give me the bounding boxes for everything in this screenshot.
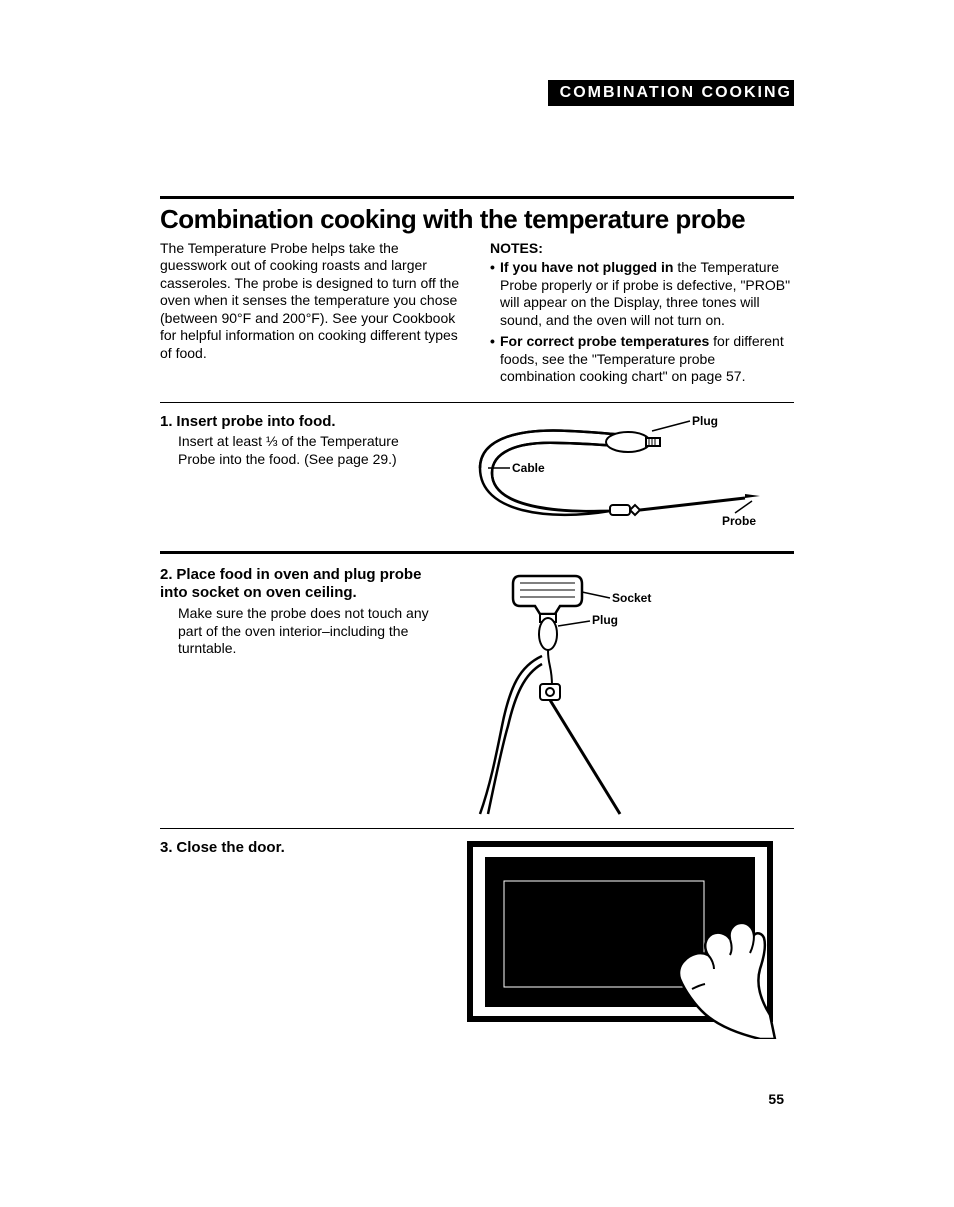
- probe-handle-icon: [540, 684, 620, 814]
- label-cable: Cable: [512, 461, 545, 475]
- step-head: Place food in oven and plug probe into s…: [160, 566, 421, 602]
- divider-heavy: [160, 551, 794, 554]
- intro-paragraph: The Temperature Probe helps take the gue…: [160, 240, 464, 390]
- intro-columns: The Temperature Probe helps take the gue…: [160, 240, 794, 390]
- label-plug: Plug: [692, 414, 718, 428]
- step-1-figure: Plug Cable Probe: [460, 413, 794, 533]
- notes-list: If you have not plugged in the Temperatu…: [490, 259, 794, 386]
- close-door-diagram: [460, 839, 780, 1039]
- step-head: Close the door.: [176, 839, 284, 856]
- step-2-text: 2. Place food in oven and plug probe int…: [160, 566, 434, 658]
- notes-heading: NOTES:: [490, 240, 794, 258]
- plug-icon: [539, 614, 557, 686]
- label-probe: Probe: [722, 514, 756, 528]
- divider: [160, 828, 794, 829]
- label-plug: Plug: [592, 613, 618, 627]
- probe-cable-diagram: Plug Cable Probe: [460, 413, 780, 533]
- step-num: 1.: [160, 413, 173, 430]
- intro-notes: NOTES: If you have not plugged in the Te…: [490, 240, 794, 390]
- step-2-row: 2. Place food in oven and plug probe int…: [160, 566, 794, 816]
- divider: [160, 402, 794, 403]
- step-num: 2.: [160, 566, 173, 583]
- socket-icon: [513, 576, 582, 614]
- socket-plug-diagram: Socket Plug: [460, 566, 780, 816]
- page-title: Combination cooking with the temperature…: [160, 205, 794, 234]
- step-1-text: 1. Insert probe into food. Insert at lea…: [160, 413, 434, 469]
- step-3-row: 3. Close the door.: [160, 839, 794, 1039]
- notes-lead: If you have not plugged in: [500, 259, 677, 275]
- step-num: 3.: [160, 839, 173, 856]
- step-2-figure: Socket Plug: [460, 566, 794, 816]
- notes-item: For correct probe temperatures for diffe…: [490, 333, 794, 386]
- notes-lead: For correct probe temperatures: [500, 333, 713, 349]
- notes-item: If you have not plugged in the Temperatu…: [490, 259, 794, 329]
- title-rule: [160, 196, 794, 199]
- plug-icon: [606, 432, 660, 452]
- label-socket: Socket: [612, 591, 651, 605]
- step-3-text: 3. Close the door.: [160, 839, 434, 858]
- step-3-figure: [460, 839, 794, 1039]
- step-body: Insert at least ⅓ of the Temperature Pro…: [178, 433, 434, 468]
- step-1-row: 1. Insert probe into food. Insert at lea…: [160, 413, 794, 533]
- header-row: COMBINATION COOKING: [160, 80, 794, 106]
- section-header-bar: COMBINATION COOKING: [548, 80, 794, 106]
- step-body: Make sure the probe does not touch any p…: [178, 605, 434, 658]
- step-head: Insert probe into food.: [176, 413, 335, 430]
- page-number: 55: [768, 1091, 784, 1107]
